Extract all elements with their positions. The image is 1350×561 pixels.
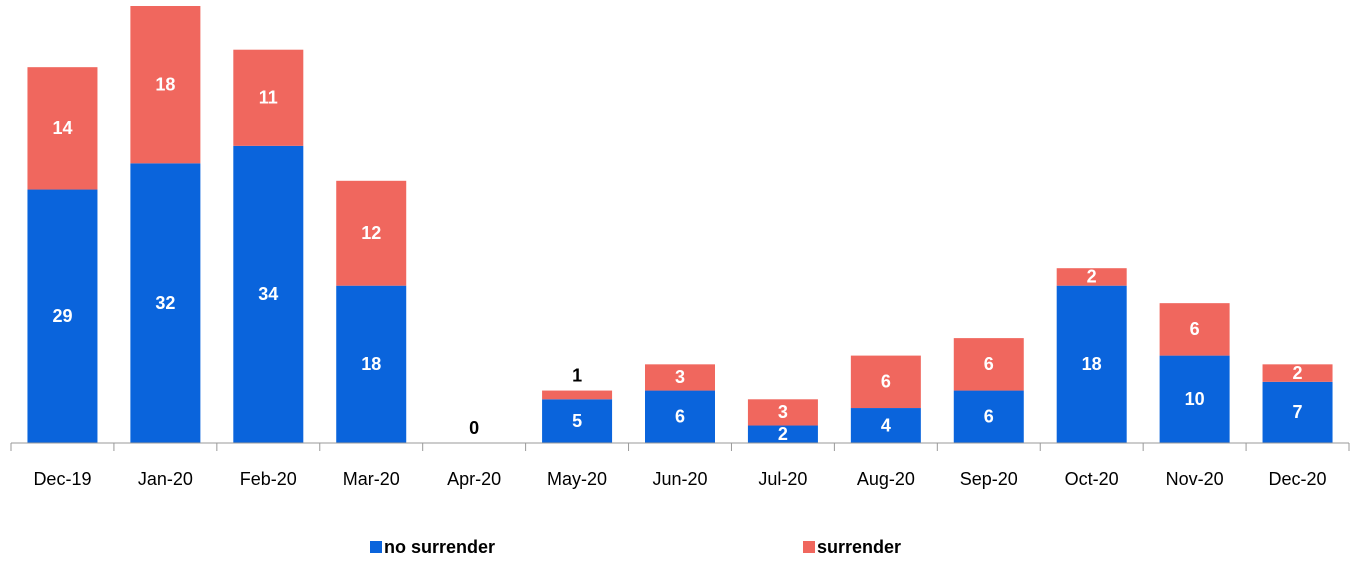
data-label: 7 [1293,402,1303,422]
data-label: 6 [1190,319,1200,339]
x-tick-label: Jun-20 [652,469,707,489]
bar-segment [953,390,1024,443]
x-tick-label: Oct-20 [1065,469,1119,489]
legend-swatch [370,541,382,553]
legend-swatch [803,541,815,553]
bar-segment [747,425,818,443]
data-label: 5 [572,411,582,431]
x-tick-label: Jul-20 [758,469,807,489]
bar-segment [1056,285,1127,443]
data-label: 32 [155,293,175,313]
x-tick-label: Mar-20 [343,469,400,489]
data-label: 2 [1087,267,1097,287]
legend-label: no surrender [384,537,495,557]
x-tick-label: Aug-20 [857,469,915,489]
data-label: 1 [572,365,582,385]
bar-segment [130,163,201,443]
bar-segment [953,338,1024,391]
bar-segment [850,355,921,409]
bar-segment [130,6,201,164]
x-tick-label: Nov-20 [1166,469,1224,489]
data-label: 11 [259,88,278,108]
data-label: 29 [52,306,72,326]
data-label: 0 [469,418,479,438]
data-label: 6 [984,407,994,427]
bar-segment [1262,381,1333,443]
data-label: 14 [52,118,72,138]
bar-segment [747,399,818,426]
data-label: 2 [778,424,788,444]
bar-segment [542,390,613,400]
x-tick-label: Jan-20 [138,469,193,489]
bar-segment [336,180,407,286]
data-label: 10 [1185,389,1205,409]
data-label: 34 [258,284,278,304]
data-label: 2 [1293,363,1303,383]
bar-segment [27,67,98,190]
data-label: 3 [778,402,788,422]
bar-segment [1056,268,1127,286]
data-label: 3 [675,367,685,387]
data-label: 18 [1082,354,1102,374]
data-label: 18 [361,354,381,374]
bar-segment [1159,303,1230,356]
legend-label: surrender [817,537,901,557]
bar-segment [27,189,98,443]
bar-segment [233,49,304,146]
bar-segment [336,285,407,443]
x-tick-label: Dec-20 [1269,469,1327,489]
data-label: 6 [881,372,891,392]
bar-segment [645,390,715,443]
bar-segment [850,408,921,443]
bar-segment [1159,355,1230,443]
bar-segment [542,399,613,443]
data-label: 6 [675,407,685,427]
data-label: 6 [984,354,994,374]
x-tick-label: Feb-20 [240,469,297,489]
x-tick-label: Sep-20 [960,469,1018,489]
bar-segment [645,364,715,391]
bar-segment [1262,364,1333,382]
bar-segment [233,145,304,443]
data-label: 18 [155,74,175,94]
x-tick-label: Apr-20 [447,469,501,489]
data-label: 4 [881,415,891,435]
data-label: 12 [361,223,381,243]
x-tick-label: May-20 [547,469,607,489]
x-tick-label: Dec-19 [33,469,91,489]
